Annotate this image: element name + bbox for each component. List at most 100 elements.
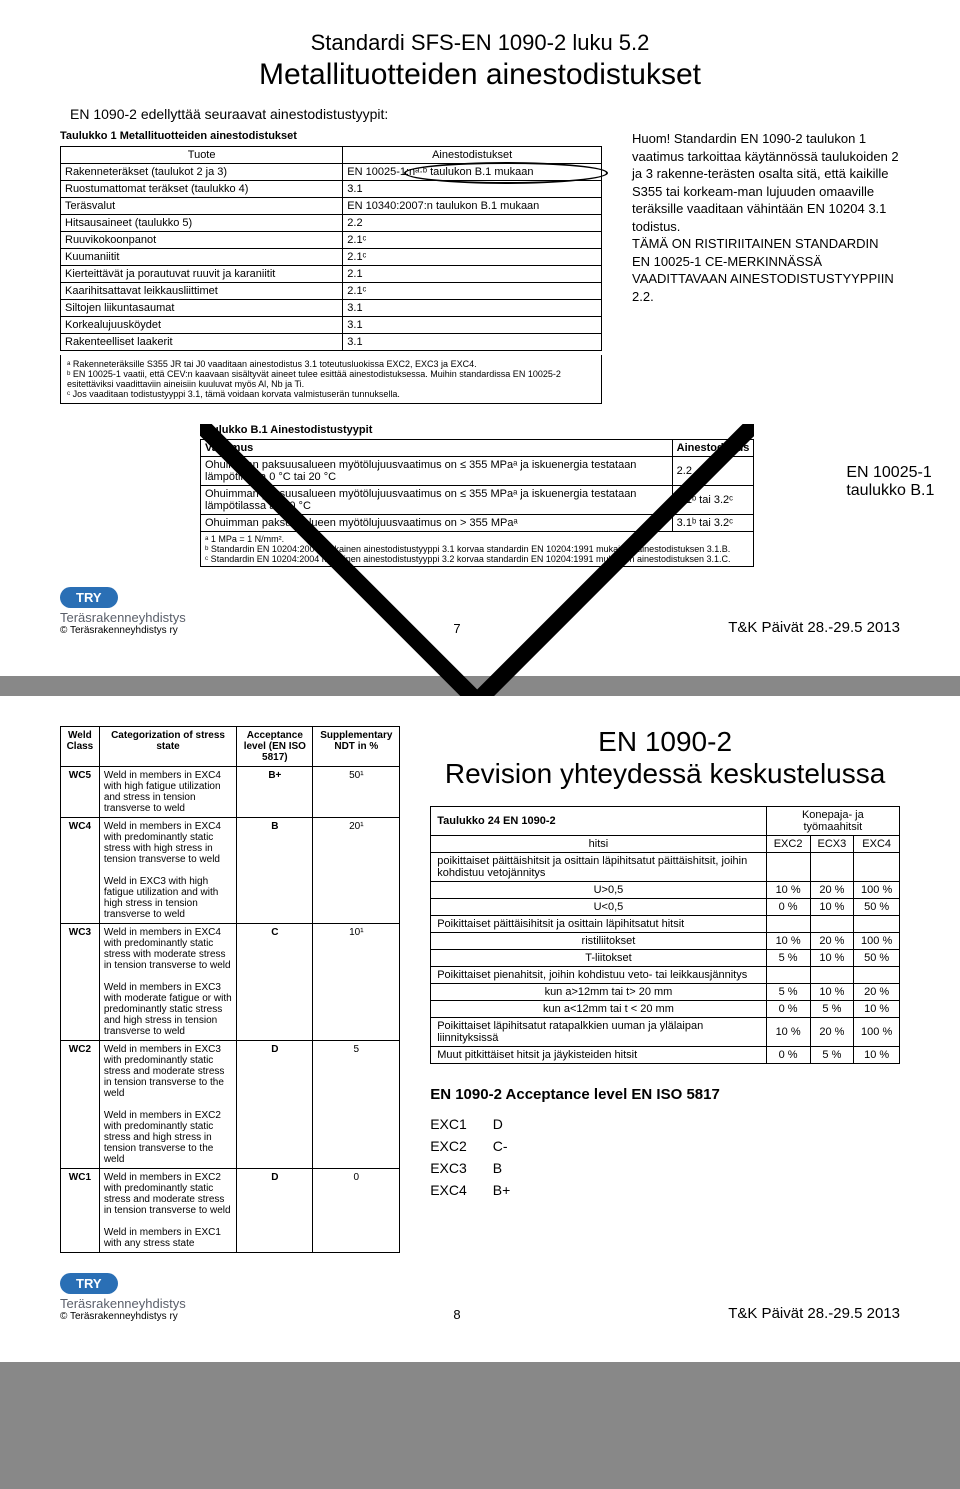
t2-cell: 3.1ᵇ tai 3.2ᶜ	[672, 515, 754, 532]
t2-cell: Ohuimman paksuusalueen myötölujuusvaatim…	[201, 515, 673, 532]
t1-cell: EN 10340:2007:n taulukon B.1 mukaan	[343, 198, 602, 215]
en10025-label: EN 10025-1 taulukko B.1	[846, 464, 934, 500]
wtbl-h2: Categorization of stress state	[99, 727, 236, 767]
try-sub: Teräsrakenneyhdistys	[60, 610, 186, 625]
t1-h1: Tuote	[61, 147, 343, 164]
slide-2: Weld Class Categorization of stress stat…	[0, 696, 960, 1362]
r24-val: 10 %	[854, 1001, 900, 1018]
wc-ndt: 50¹	[313, 767, 400, 818]
r24-h2: Konepaja- ja työmaahitsit	[766, 807, 899, 836]
right-col: EN 1090-2 Revision yhteydessä keskustelu…	[430, 726, 900, 1253]
r24-subh: hitsi	[431, 836, 767, 853]
r24-label: poikittaiset päittäishitsit ja osittain …	[431, 853, 767, 882]
table2-wrap: Taulukko B.1 Ainestodistustyypit Vaatimu…	[200, 424, 754, 567]
r24-val: 20 %	[810, 882, 854, 899]
right-title: EN 1090-2 Revision yhteydessä keskustelu…	[430, 726, 900, 790]
r24-label: Poikittaiset läpihitsatut ratapalkkien u…	[431, 1018, 767, 1047]
wc-ndt: 5	[313, 1041, 400, 1169]
try-logo-2: TRY	[60, 1273, 118, 1294]
r24-val: 10 %	[854, 1047, 900, 1064]
r24-val	[766, 853, 810, 882]
r24-val: 5 %	[766, 950, 810, 967]
exc-key: EXC3	[430, 1157, 493, 1179]
t1-cell: Kaarihitsattavat leikkausliittimet	[61, 283, 343, 300]
t1-h2: Ainestodistukset	[343, 147, 602, 164]
r24-val: 5 %	[810, 1001, 854, 1018]
r24-val: 10 %	[766, 1018, 810, 1047]
try-block: TRY Teräsrakenneyhdistys © Teräsrakenney…	[60, 587, 186, 636]
r24-label: Poikittaiset pienahitsit, joihin kohdist…	[431, 967, 767, 984]
exc-key: EXC2	[430, 1135, 493, 1157]
wc-desc: Weld in members in EXC4 with predominant…	[99, 924, 236, 1041]
exc-table: EXC1DEXC2C-EXC3BEXC4B+	[430, 1113, 536, 1201]
r24-label: kun a>12mm tai t> 20 mm	[431, 984, 767, 1001]
wc-desc: Weld in members in EXC2 with predominant…	[99, 1169, 236, 1253]
r24-subh: ECX3	[810, 836, 854, 853]
exc-val: C-	[493, 1135, 537, 1157]
heading-1: Standardi SFS-EN 1090-2 luku 5.2	[60, 30, 900, 56]
try-logo: TRY	[60, 587, 118, 608]
r24-val: 100 %	[854, 882, 900, 899]
wc-level: B	[237, 818, 313, 924]
r24-val: 20 %	[854, 984, 900, 1001]
t2-h1: Vaatimus	[201, 440, 673, 457]
left-col: Weld Class Categorization of stress stat…	[60, 726, 400, 1253]
page-number: 7	[186, 621, 728, 636]
weld-class-table: Weld Class Categorization of stress stat…	[60, 726, 400, 1253]
r24-subh: EXC4	[854, 836, 900, 853]
t2-cell: Ohuimman paksuusalueen myötölujuusvaatim…	[201, 457, 673, 486]
t1-cell: 3.1	[343, 300, 602, 317]
wc-ndt: 20¹	[313, 818, 400, 924]
wc-level: D	[237, 1169, 313, 1253]
wc-ndt: 10¹	[313, 924, 400, 1041]
wc-cell: WC5	[61, 767, 100, 818]
r24-val: 10 %	[810, 899, 854, 916]
r24-val: 10 %	[810, 950, 854, 967]
wc-cell: WC3	[61, 924, 100, 1041]
r24-val	[854, 967, 900, 984]
r24-val: 0 %	[766, 899, 810, 916]
r24-val: 10 %	[766, 933, 810, 950]
wc-level: D	[237, 1041, 313, 1169]
t1-cell: 2.2	[343, 215, 602, 232]
t2-footnotes: ᵃ 1 MPa = 1 N/mm². ᵇ Standardin EN 10204…	[201, 532, 754, 567]
try-block-2: TRY Teräsrakenneyhdistys © Teräsrakenney…	[60, 1273, 186, 1322]
heading-2: Metallituotteiden ainestodistukset	[60, 58, 900, 92]
t2-cell: 3.1ᵇ tai 3.2ᶜ	[672, 486, 754, 515]
acceptance-title: EN 1090-2 Acceptance level EN ISO 5817	[430, 1086, 900, 1103]
exc-val: D	[493, 1113, 537, 1135]
wc-desc: Weld in members in EXC3 with predominant…	[99, 1041, 236, 1169]
t1-cell: 3.1	[343, 334, 602, 351]
exc-key: EXC4	[430, 1179, 493, 1201]
t2-cell: 2.2	[672, 457, 754, 486]
r24-val	[854, 916, 900, 933]
t2-cell: Ohuimman paksuusalueen myötölujuusvaatim…	[201, 486, 673, 515]
wc-cell: WC1	[61, 1169, 100, 1253]
footer-2: TRY Teräsrakenneyhdistys © Teräsrakenney…	[60, 1273, 900, 1322]
t1-cell: Kierteittävät ja porautuvat ruuvit ja ka…	[61, 266, 343, 283]
t1-cell: Ruostumattomat teräkset (taulukko 4)	[61, 181, 343, 198]
r24-val	[810, 967, 854, 984]
wc-desc: Weld in members in EXC4 with predominant…	[99, 818, 236, 924]
wc-ndt: 0	[313, 1169, 400, 1253]
footer: TRY Teräsrakenneyhdistys © Teräsrakenney…	[60, 587, 900, 636]
t1-cell: Siltojen liikuntasaumat	[61, 300, 343, 317]
r24-val	[766, 916, 810, 933]
t1-cell: Hitsausaineet (taulukko 5)	[61, 215, 343, 232]
r24-subh: EXC2	[766, 836, 810, 853]
t1-cell: Rakenneteräkset (taulukot 2 ja 3)	[61, 164, 343, 181]
r24-label: T-liitokset	[431, 950, 767, 967]
r24-val: 50 %	[854, 950, 900, 967]
wc-desc: Weld in members in EXC4 with high fatigu…	[99, 767, 236, 818]
table-24: Taulukko 24 EN 1090-2 Konepaja- ja työma…	[430, 806, 900, 1064]
r24-label: Poikittaiset päittäisihitsit ja osittain…	[431, 916, 767, 933]
t2-caption: Taulukko B.1 Ainestodistustyypit	[200, 424, 754, 439]
r24-val: 100 %	[854, 933, 900, 950]
date: T&K Päivät 28.-29.5 2013	[728, 619, 900, 636]
r24-val: 5 %	[766, 984, 810, 1001]
wc-level: B+	[237, 767, 313, 818]
page-number-2: 8	[186, 1307, 728, 1322]
wtbl-h4: Supplementary NDT in %	[313, 727, 400, 767]
table1-caption: Taulukko 1 Metallituotteiden ainestodist…	[60, 130, 602, 146]
r24-val: 10 %	[766, 882, 810, 899]
